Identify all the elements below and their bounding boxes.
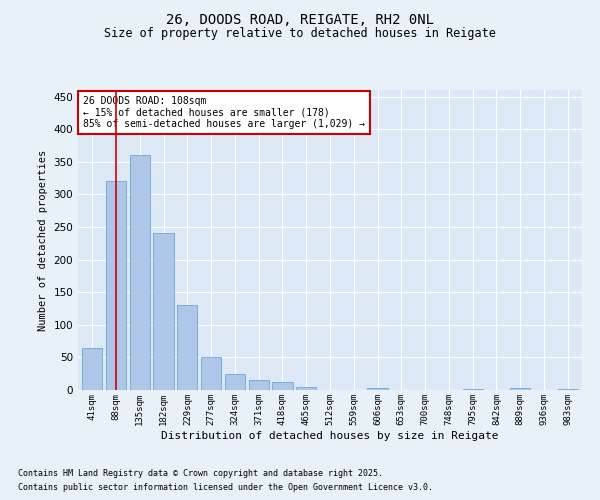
X-axis label: Distribution of detached houses by size in Reigate: Distribution of detached houses by size … [161,430,499,440]
Bar [106,182,126,390]
Bar [177,305,197,390]
Bar [225,374,245,390]
Bar [154,234,173,390]
Text: 26, DOODS ROAD, REIGATE, RH2 0NL: 26, DOODS ROAD, REIGATE, RH2 0NL [166,12,434,26]
Text: Contains HM Land Registry data © Crown copyright and database right 2025.: Contains HM Land Registry data © Crown c… [18,468,383,477]
Bar [510,388,530,390]
Bar [201,358,221,390]
Bar [130,155,150,390]
Y-axis label: Number of detached properties: Number of detached properties [38,150,48,330]
Bar [463,388,483,390]
Bar [367,388,388,390]
Bar [82,348,103,390]
Bar [272,382,293,390]
Text: Size of property relative to detached houses in Reigate: Size of property relative to detached ho… [104,28,496,40]
Bar [296,386,316,390]
Text: Contains public sector information licensed under the Open Government Licence v3: Contains public sector information licen… [18,484,433,492]
Bar [248,380,269,390]
Bar [557,388,578,390]
Text: 26 DOODS ROAD: 108sqm
← 15% of detached houses are smaller (178)
85% of semi-det: 26 DOODS ROAD: 108sqm ← 15% of detached … [83,96,365,129]
